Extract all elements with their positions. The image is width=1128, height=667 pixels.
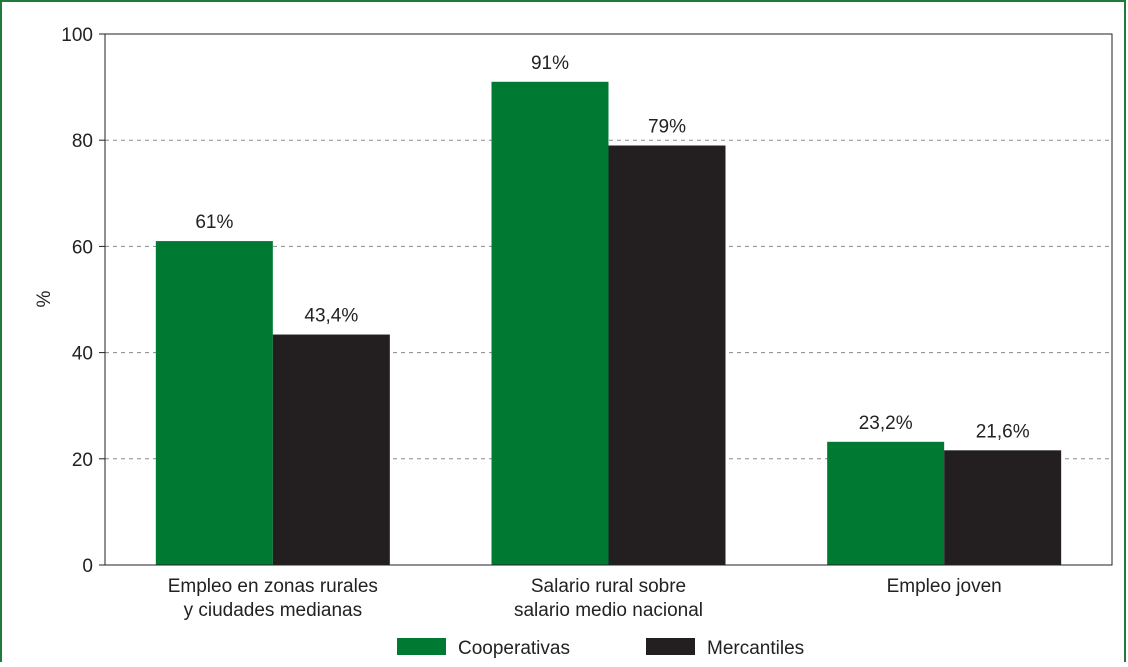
x-category-label: Empleo en zonas rurales [168, 576, 378, 597]
y-tick-label: 60 [72, 237, 93, 258]
legend-swatch-cooperativas [397, 638, 446, 655]
data-labels: 61% 91% 23,2% 43,4% 79% 21,6% [195, 53, 1029, 443]
x-category-label: Salario rural sobre [531, 576, 686, 597]
bars [155, 81, 1062, 565]
bar-cooperativas-1 [491, 81, 609, 565]
data-label: 61% [195, 212, 233, 233]
y-tick-label: 80 [72, 131, 93, 152]
x-category-label: y ciudades medianas [184, 600, 363, 621]
bar-mercantiles-2 [944, 450, 1062, 565]
data-label: 79% [648, 117, 686, 138]
y-tick-label: 40 [72, 344, 93, 365]
x-axis-categories: Empleo en zonas rurales y ciudades median… [168, 576, 1002, 621]
bar-mercantiles-1 [608, 145, 726, 565]
bar-cooperativas-0 [155, 241, 273, 565]
y-tick-label: 20 [72, 450, 93, 471]
x-category-label: salario medio nacional [514, 600, 703, 621]
y-axis-title: % [34, 290, 55, 307]
bar-cooperativas-2 [827, 441, 945, 565]
legend-label: Cooperativas [458, 638, 570, 659]
data-label: 21,6% [976, 421, 1030, 442]
bar-mercantiles-0 [272, 334, 390, 565]
legend-swatch-mercantiles [646, 638, 695, 655]
y-axis-ticks: 0 20 40 60 80 100 [61, 25, 105, 577]
x-category-label: Empleo joven [887, 576, 1002, 597]
data-label: 43,4% [304, 306, 358, 327]
legend-label: Mercantiles [707, 638, 804, 659]
y-tick-label: 100 [61, 25, 93, 46]
plot-area-border [104, 33, 1113, 566]
y-tick-label: 0 [82, 556, 93, 577]
data-label: 91% [531, 53, 569, 74]
data-label: 23,2% [859, 413, 913, 434]
legend: Cooperativas Mercantiles [397, 638, 804, 659]
